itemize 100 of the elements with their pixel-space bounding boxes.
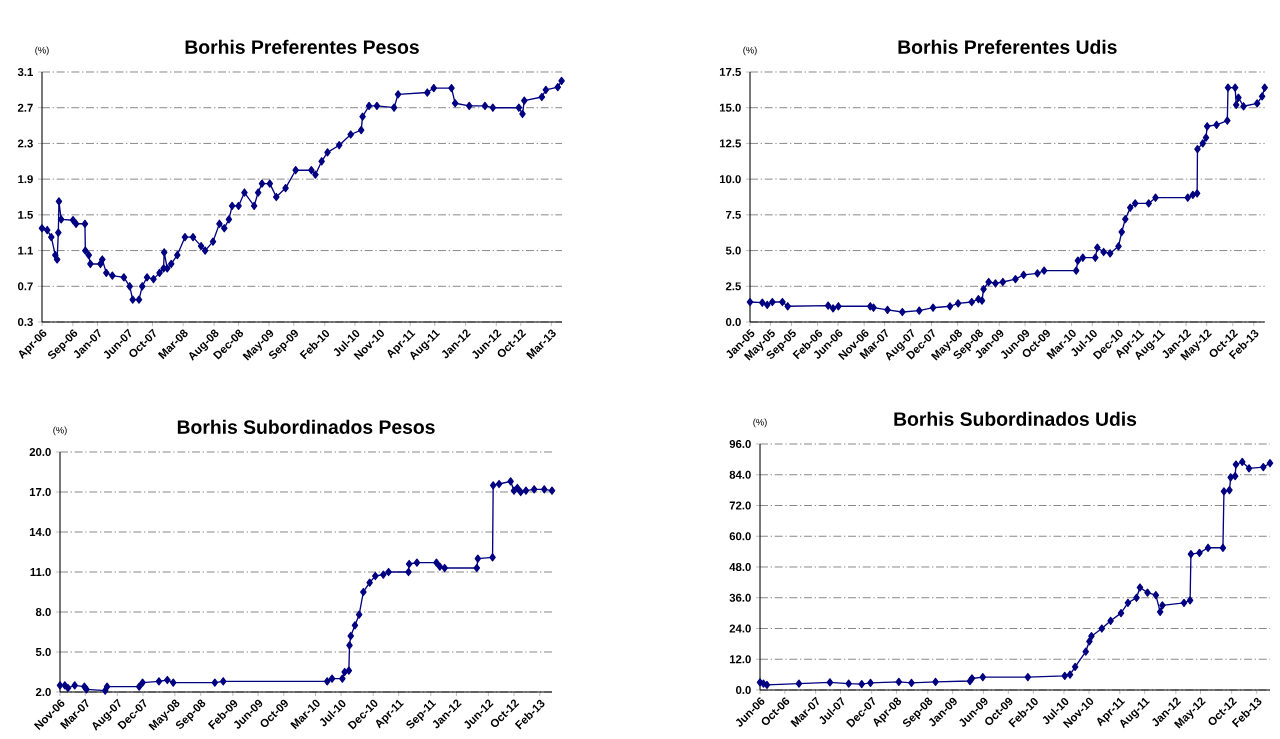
point bbox=[1220, 487, 1228, 496]
point bbox=[139, 678, 146, 687]
point bbox=[992, 279, 999, 288]
point bbox=[169, 678, 177, 687]
point bbox=[1145, 199, 1152, 208]
chart-title: Borhis Preferentes Pesos bbox=[185, 39, 419, 54]
point bbox=[1034, 269, 1041, 278]
point bbox=[1072, 266, 1080, 275]
point bbox=[824, 301, 832, 310]
y-tick-label: 5.0 bbox=[725, 246, 741, 255]
point bbox=[1227, 473, 1234, 482]
point bbox=[908, 678, 915, 687]
point bbox=[346, 641, 353, 650]
point bbox=[355, 610, 363, 619]
point bbox=[323, 677, 331, 686]
y-tick-label: 11.0 bbox=[30, 568, 51, 576]
point bbox=[1260, 462, 1267, 472]
point bbox=[495, 479, 503, 489]
point bbox=[1144, 588, 1151, 597]
point bbox=[433, 558, 440, 567]
point bbox=[489, 481, 497, 490]
point bbox=[779, 297, 786, 307]
point bbox=[1126, 203, 1134, 212]
point bbox=[1239, 457, 1246, 467]
point bbox=[1118, 227, 1125, 237]
point bbox=[351, 621, 359, 630]
point bbox=[985, 277, 992, 287]
y-tick-label: 17.0 bbox=[29, 488, 51, 496]
point bbox=[1159, 601, 1166, 610]
point bbox=[1117, 608, 1125, 618]
y-tick-label: 1.1 bbox=[18, 246, 33, 255]
point bbox=[1231, 471, 1239, 481]
y-tick-label: 3.1 bbox=[17, 67, 33, 77]
point bbox=[1204, 543, 1212, 552]
point bbox=[1180, 598, 1188, 608]
point bbox=[530, 485, 538, 494]
point bbox=[1266, 459, 1274, 468]
point bbox=[954, 299, 962, 308]
point bbox=[1124, 598, 1132, 608]
point bbox=[1226, 485, 1233, 495]
point bbox=[1186, 596, 1194, 605]
y-tick-label: 0.0 bbox=[725, 317, 741, 326]
y-tick-label: 5.0 bbox=[35, 648, 51, 657]
point bbox=[1203, 122, 1211, 131]
point bbox=[1232, 100, 1240, 109]
point bbox=[380, 570, 387, 579]
y-tick-label: 2.7 bbox=[17, 103, 33, 112]
point bbox=[1106, 249, 1114, 258]
y-tick-label: 15.0 bbox=[719, 103, 741, 112]
y-tick-label: 60.0 bbox=[729, 532, 751, 541]
y-axis-title: (%) bbox=[743, 46, 757, 56]
point bbox=[968, 297, 976, 307]
point bbox=[385, 567, 392, 577]
point bbox=[1253, 99, 1261, 108]
point bbox=[473, 563, 481, 573]
point bbox=[835, 302, 842, 311]
y-axis-title: (%) bbox=[53, 426, 67, 436]
point bbox=[1261, 83, 1268, 92]
point bbox=[1136, 583, 1144, 592]
point bbox=[1066, 670, 1074, 679]
point bbox=[1082, 647, 1090, 656]
y-tick-label: 48.0 bbox=[729, 563, 751, 572]
point bbox=[1245, 464, 1253, 473]
point bbox=[514, 483, 521, 493]
y-tick-label: 2.3 bbox=[17, 139, 33, 148]
point bbox=[1240, 102, 1247, 111]
y-tick-label: 17.5 bbox=[719, 68, 741, 76]
point bbox=[845, 679, 852, 688]
point bbox=[339, 674, 346, 683]
point bbox=[1258, 92, 1266, 101]
point bbox=[135, 682, 143, 691]
point bbox=[769, 297, 776, 307]
point bbox=[71, 681, 78, 690]
point bbox=[1156, 607, 1164, 616]
point bbox=[372, 571, 379, 581]
y-tick-label: 0.7 bbox=[17, 282, 33, 291]
y-tick-label: 0.0 bbox=[735, 686, 751, 695]
point bbox=[1224, 116, 1231, 125]
y-tick-label: 0.3 bbox=[17, 317, 33, 327]
point bbox=[980, 285, 987, 294]
point bbox=[1107, 616, 1114, 625]
point bbox=[763, 300, 771, 309]
point bbox=[858, 679, 865, 689]
point bbox=[366, 578, 373, 587]
y-axis-title: (%) bbox=[35, 46, 49, 56]
point bbox=[1071, 662, 1079, 672]
point bbox=[1196, 548, 1203, 558]
point bbox=[899, 307, 906, 317]
point bbox=[360, 587, 367, 597]
chart-title: Borhis Subordinados Udis bbox=[894, 411, 1137, 426]
point bbox=[784, 302, 791, 311]
point bbox=[345, 666, 353, 675]
point bbox=[1219, 543, 1227, 552]
point bbox=[932, 677, 939, 686]
point bbox=[1092, 253, 1099, 262]
point bbox=[1133, 593, 1140, 602]
point bbox=[1187, 550, 1195, 559]
chart-title: Borhis Preferentes Udis bbox=[898, 39, 1117, 54]
y-tick-label: 12.5 bbox=[719, 139, 741, 148]
point bbox=[1088, 632, 1095, 641]
